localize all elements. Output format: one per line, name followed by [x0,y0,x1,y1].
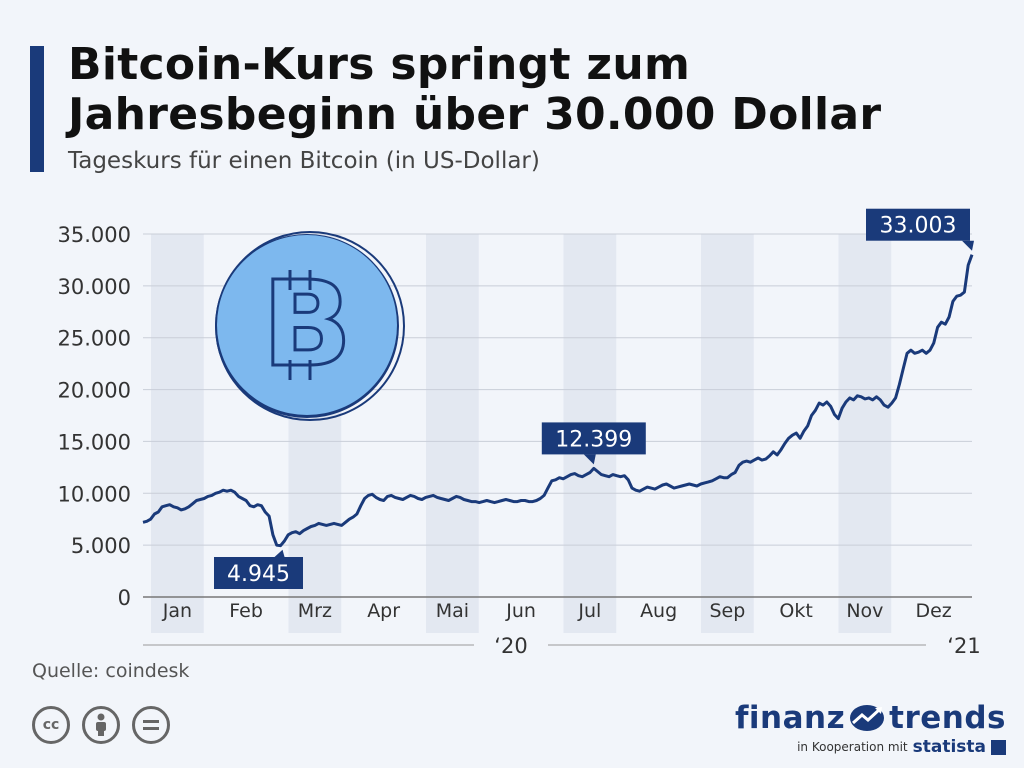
y-tick-label: 5.000 [71,534,131,558]
y-tick-label: 15.000 [58,430,131,454]
y-tick-label: 0 [118,586,131,610]
year-label: ‘21 [947,634,980,658]
brand-part1: finanz [734,700,846,736]
price-line [142,254,974,548]
x-tick-label: Jan [162,600,192,622]
svg-text:B: B [262,255,352,393]
line-chart: 0 5.000 10.000 15.000 20.000 25.000 30.000 35.0… [58,208,981,658]
value-label-box [214,557,303,589]
x-tick-label: Nov [846,600,883,622]
value-label-box [541,422,646,455]
x-tick-label: Sep [709,600,745,622]
value-labels: 4.945 12.399 33.003 [214,208,974,589]
x-tick-label: Feb [229,600,263,622]
bitcoin-icon: B [215,231,405,421]
month-band [426,234,479,633]
y-tick-label: 25.000 [58,327,131,351]
source-note: Quelle: coindesk [32,660,190,682]
cc-icon: cc [32,706,70,744]
x-tick-label: Mai [436,600,469,622]
title-accent-bar [30,46,44,172]
license-icons: cc [32,706,170,744]
month-band [701,234,754,633]
statista-wordmark: statista [912,737,986,757]
chart-subtitle: Tageskurs für einen Bitcoin (in US-Dolla… [68,148,540,174]
label-pointer [274,549,285,557]
value-label: 4.945 [227,562,290,587]
value-label: 12.399 [555,427,632,452]
x-tick-label: Apr [367,600,400,622]
value-label: 33.003 [880,214,957,239]
statista-icon [991,739,1006,755]
y-tick-label: 35.000 [58,223,131,247]
brand-part2: trends [889,700,1006,736]
person-icon [82,706,120,744]
y-tick-label: 20.000 [58,379,131,403]
label-pointer [583,454,596,465]
price-line-path [142,254,974,548]
trend-icon [850,705,885,731]
finanztrends-wordmark: finanz trends [735,700,1006,736]
value-label-box [866,208,970,241]
y-tick-label: 30.000 [58,275,131,299]
x-tick-label: Aug [640,600,677,622]
equals-icon [132,706,170,744]
x-tick-label: Jul [577,600,601,622]
x-tick-label: Mrz [298,600,332,622]
x-tick-label: Dez [915,600,951,622]
chart-title: Bitcoin-Kurs springt zum Jahresbeginn üb… [68,39,882,140]
x-tick-label: Jun [505,600,536,622]
y-axis-labels: 0 5.000 10.000 15.000 20.000 25.000 30.000 35.0… [58,223,131,610]
x-tick-label: Okt [779,600,812,622]
month-band [838,234,892,633]
y-tick-label: 10.000 [58,482,131,506]
brand-logo: finanz trends in Kooperation mit statist… [735,700,1006,757]
brand-coop-text: in Kooperation mit [797,740,908,754]
x-axis-labels: Jan Feb Mrz Apr Mai Jun Jul Aug Sep Okt Nov Dez ‘20 ‘… [143,600,981,658]
year-label: ‘20 [494,634,527,658]
month-band [151,234,204,633]
brand-cooperation: in Kooperation mit statista [735,737,1006,757]
label-pointer [962,240,974,251]
